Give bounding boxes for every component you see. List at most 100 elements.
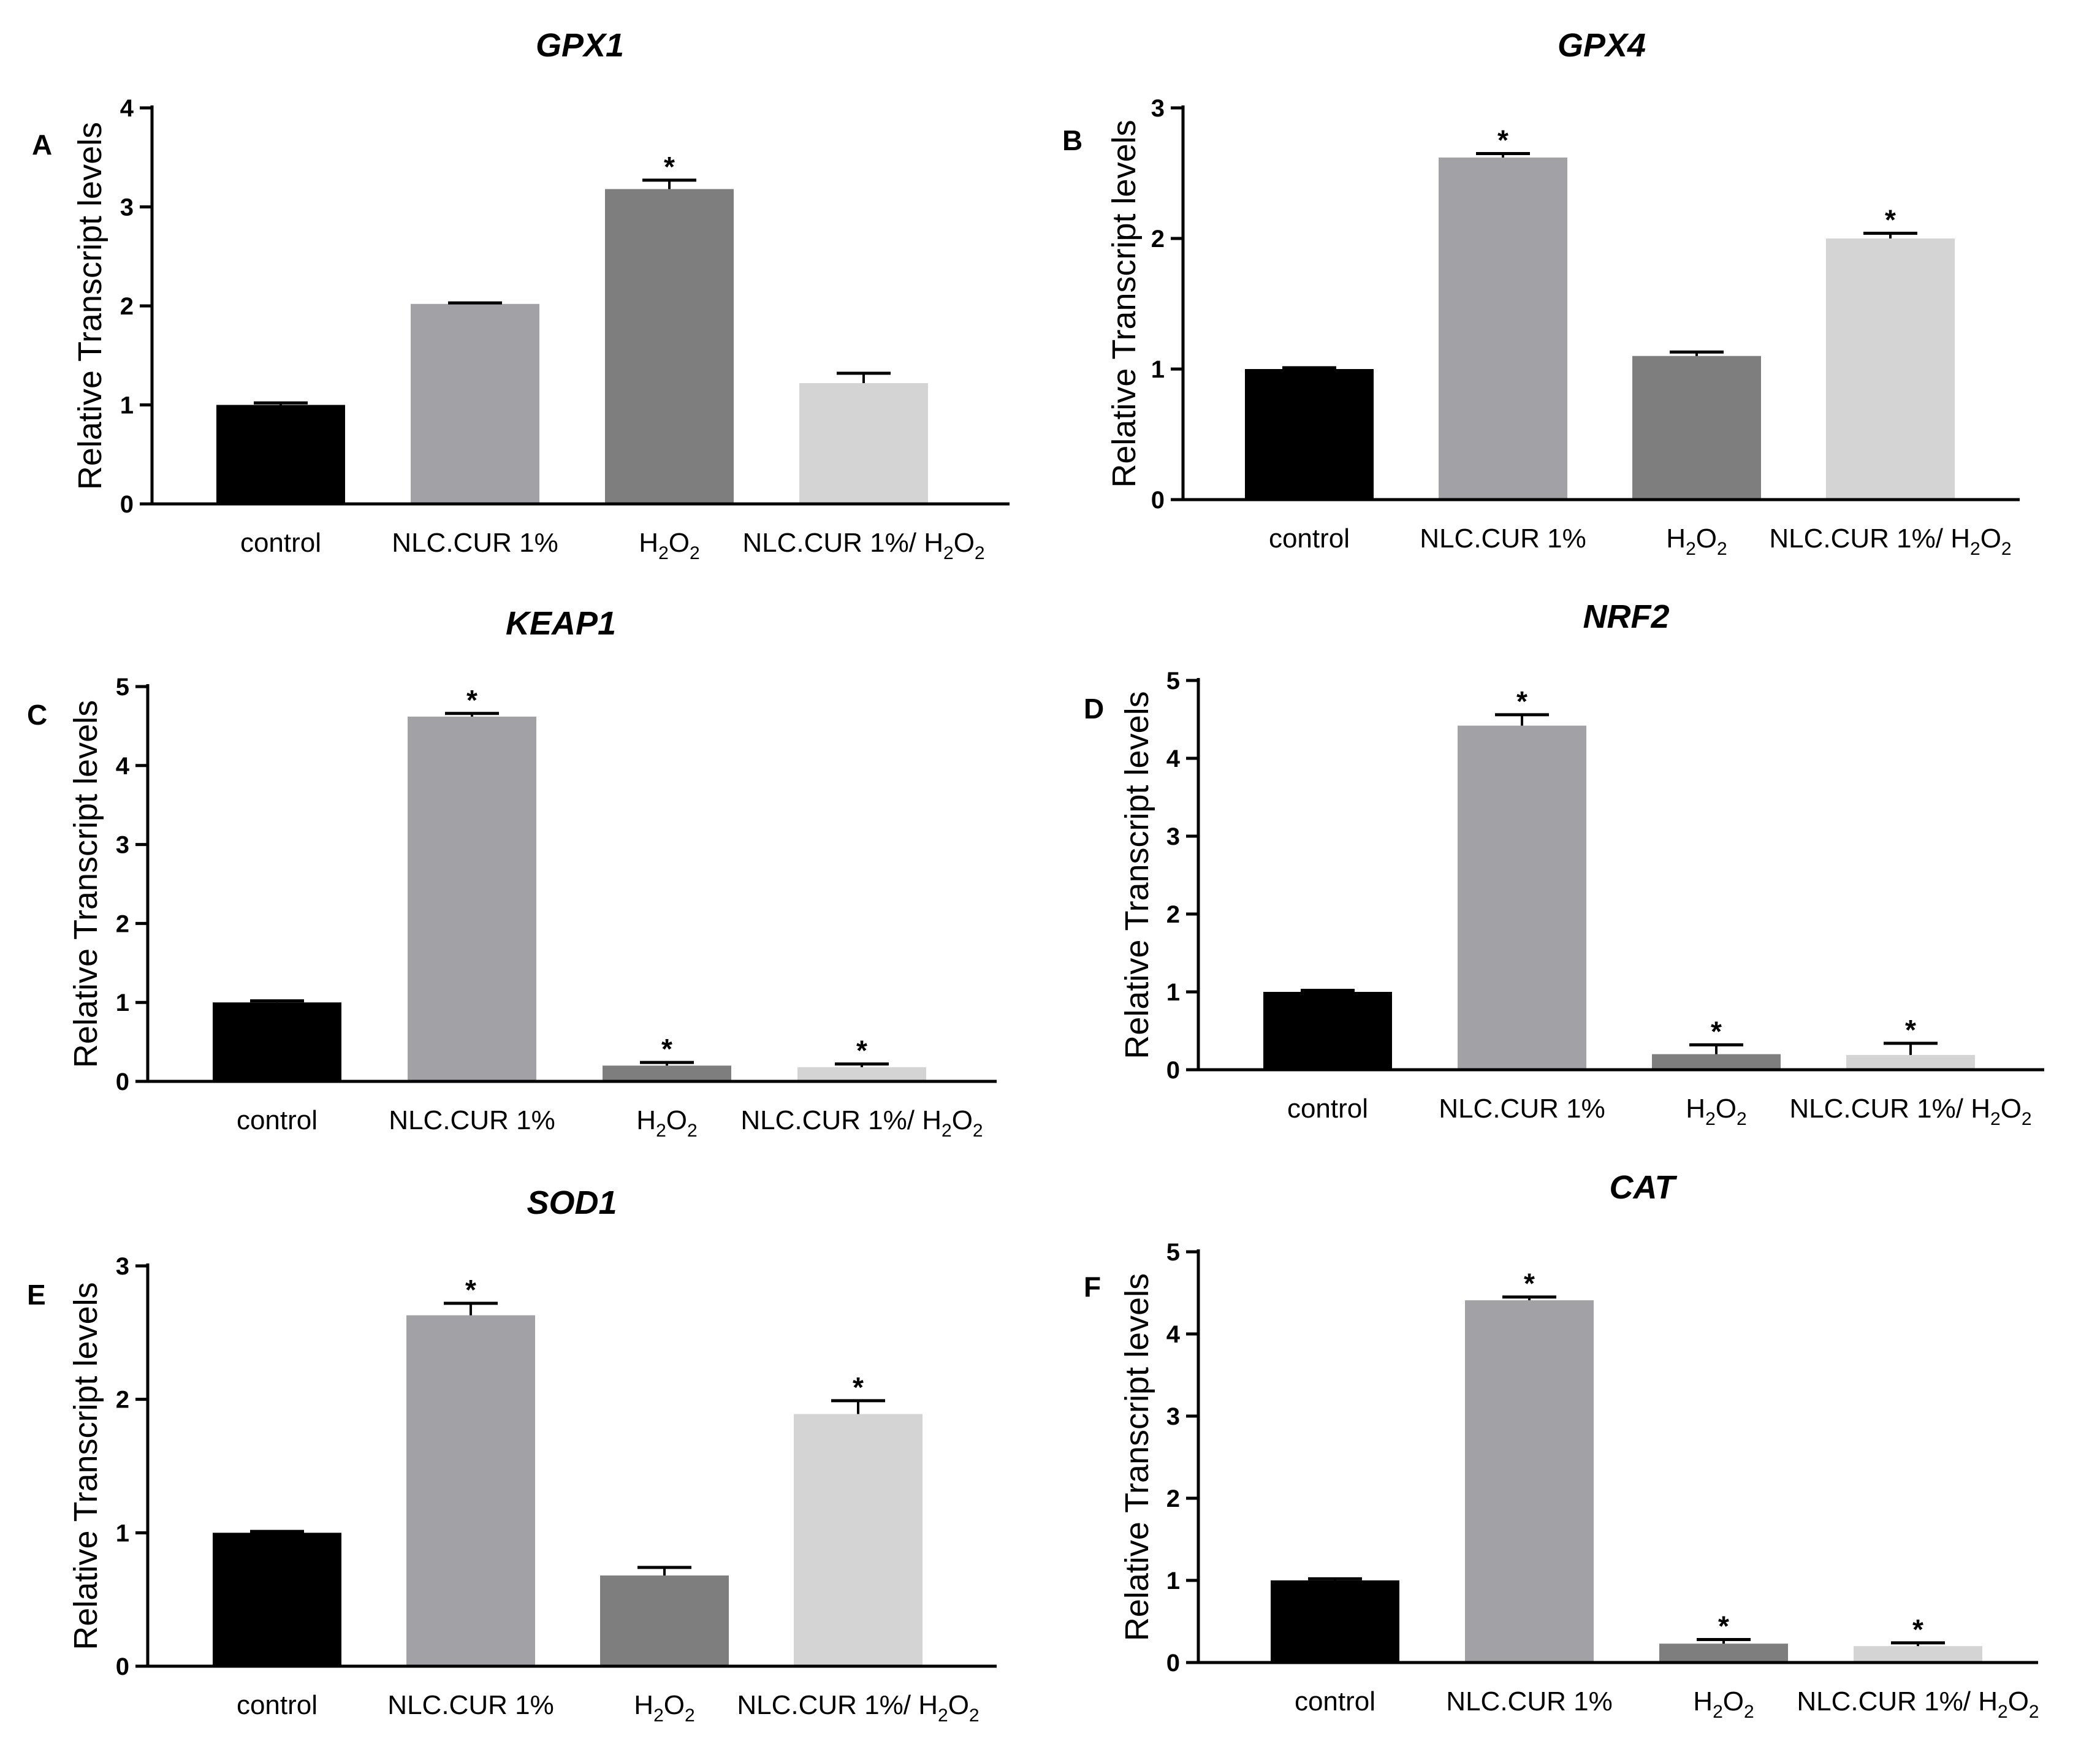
category-label: H2O2 xyxy=(636,1105,697,1141)
bar xyxy=(605,189,734,504)
y-tick-label: 0 xyxy=(116,1653,129,1680)
y-tick-label: 3 xyxy=(1166,1403,1180,1430)
y-axis-label: Relative Transcript levels xyxy=(1106,120,1143,487)
category-label: H2O2 xyxy=(1693,1686,1754,1722)
chart-panel-f: CAT F Relative Transcript levels control * NL… xyxy=(1084,1169,2039,1722)
bar xyxy=(1439,157,1567,500)
bar xyxy=(1271,1580,1399,1663)
y-tick-label: 3 xyxy=(1151,95,1165,122)
y-tick-label: 0 xyxy=(1166,1057,1180,1084)
significance-star: * xyxy=(1711,1015,1722,1047)
chart-panel-a: GPX1 A Relative Transcript levels control NL… xyxy=(32,27,1010,563)
category-label: NLC.CUR 1% xyxy=(1446,1686,1612,1716)
category-label: NLC.CUR 1% xyxy=(1420,524,1586,554)
bar xyxy=(797,1067,926,1081)
bar xyxy=(213,1002,341,1081)
y-tick-label: 4 xyxy=(116,753,130,780)
bar xyxy=(406,1315,535,1666)
y-tick-label: 3 xyxy=(1166,823,1180,850)
y-tick-label: 1 xyxy=(1166,979,1180,1006)
y-axis-label: Relative Transcript levels xyxy=(67,1282,104,1650)
bar xyxy=(411,303,539,504)
bar xyxy=(1846,1054,1975,1070)
bar xyxy=(1854,1646,1982,1663)
chart-title: GPX1 xyxy=(536,27,624,64)
y-tick-label: 1 xyxy=(116,1520,129,1547)
category-label: NLC.CUR 1%/ H2O2 xyxy=(737,1690,979,1726)
chart-panel-b: GPX4 B Relative Transcript levels control * N… xyxy=(1062,27,2020,559)
category-label: NLC.CUR 1%/ H2O2 xyxy=(740,1105,983,1141)
category-label: NLC.CUR 1% xyxy=(389,1105,555,1135)
y-tick-label: 0 xyxy=(120,491,134,518)
y-axis-label: Relative Transcript levels xyxy=(1119,691,1155,1059)
y-tick-label: 1 xyxy=(1166,1568,1180,1594)
category-label: control xyxy=(1295,1686,1375,1716)
significance-star: * xyxy=(1516,685,1527,717)
panel-letter: D xyxy=(1084,693,1104,725)
y-tick-label: 2 xyxy=(120,293,134,320)
category-label: NLC.CUR 1%/ H2O2 xyxy=(1769,524,2011,559)
y-tick-label: 5 xyxy=(1166,1239,1180,1266)
bar xyxy=(603,1065,731,1081)
panel-letter: C xyxy=(27,699,47,731)
category-label: NLC.CUR 1% xyxy=(392,528,558,558)
bar xyxy=(1659,1644,1788,1663)
significance-star: * xyxy=(465,1274,476,1306)
bar xyxy=(408,716,536,1081)
bar xyxy=(213,1533,341,1666)
significance-star: * xyxy=(661,1033,672,1065)
y-tick-label: 1 xyxy=(120,392,134,419)
chart-panel-d: NRF2 D Relative Transcript levels control * N… xyxy=(1084,598,2044,1129)
y-tick-label: 0 xyxy=(1166,1650,1180,1677)
panel-letter: E xyxy=(27,1279,46,1311)
bar xyxy=(1632,356,1761,500)
significance-star: * xyxy=(856,1035,867,1067)
y-tick-label: 5 xyxy=(116,674,129,701)
category-label: H2O2 xyxy=(1686,1094,1746,1129)
significance-star: * xyxy=(853,1371,864,1403)
significance-star: * xyxy=(466,684,477,716)
chart-panel-c: KEAP1 C Relative Transcript levels control *… xyxy=(27,605,997,1141)
y-tick-label: 1 xyxy=(116,989,129,1016)
bar xyxy=(1652,1054,1781,1070)
category-label: control xyxy=(240,528,321,558)
category-label: control xyxy=(1287,1094,1368,1124)
category-label: control xyxy=(237,1105,318,1135)
significance-star: * xyxy=(1905,1014,1916,1046)
y-tick-label: 2 xyxy=(1166,901,1180,928)
chart-panel-e: SOD1 E Relative Transcript levels control * N… xyxy=(27,1184,997,1726)
y-tick-label: 2 xyxy=(1166,1485,1180,1512)
y-axis-label: Relative Transcript levels xyxy=(72,122,108,490)
y-tick-label: 1 xyxy=(1151,356,1165,383)
bar xyxy=(216,405,345,504)
y-tick-label: 4 xyxy=(1166,1321,1181,1348)
chart-title: CAT xyxy=(1610,1169,1678,1206)
category-label: NLC.CUR 1% xyxy=(1439,1094,1605,1124)
chart-title: NRF2 xyxy=(1583,598,1669,635)
significance-star: * xyxy=(1718,1610,1729,1642)
y-tick-label: 4 xyxy=(1166,745,1181,772)
bar xyxy=(600,1575,729,1666)
y-tick-label: 2 xyxy=(1151,226,1165,253)
significance-star: * xyxy=(664,151,675,183)
chart-title: SOD1 xyxy=(527,1184,617,1221)
significance-star: * xyxy=(1885,204,1896,235)
bar xyxy=(1458,725,1586,1070)
y-tick-label: 2 xyxy=(116,910,129,937)
bar xyxy=(1465,1300,1594,1663)
y-tick-label: 3 xyxy=(116,1253,129,1280)
panel-letter: A xyxy=(32,129,52,161)
bar xyxy=(1263,992,1392,1070)
y-tick-label: 3 xyxy=(116,832,129,859)
panel-letter: B xyxy=(1062,124,1082,156)
category-label: control xyxy=(237,1690,318,1720)
bar xyxy=(1245,369,1374,500)
y-tick-label: 4 xyxy=(120,95,134,122)
bar xyxy=(1826,238,1955,500)
category-label: H2O2 xyxy=(639,528,699,563)
bar xyxy=(799,383,928,504)
y-tick-label: 2 xyxy=(116,1387,129,1414)
y-tick-label: 3 xyxy=(120,194,134,221)
category-label: NLC.CUR 1%/ H2O2 xyxy=(1789,1094,2031,1129)
significance-star: * xyxy=(1524,1268,1535,1300)
